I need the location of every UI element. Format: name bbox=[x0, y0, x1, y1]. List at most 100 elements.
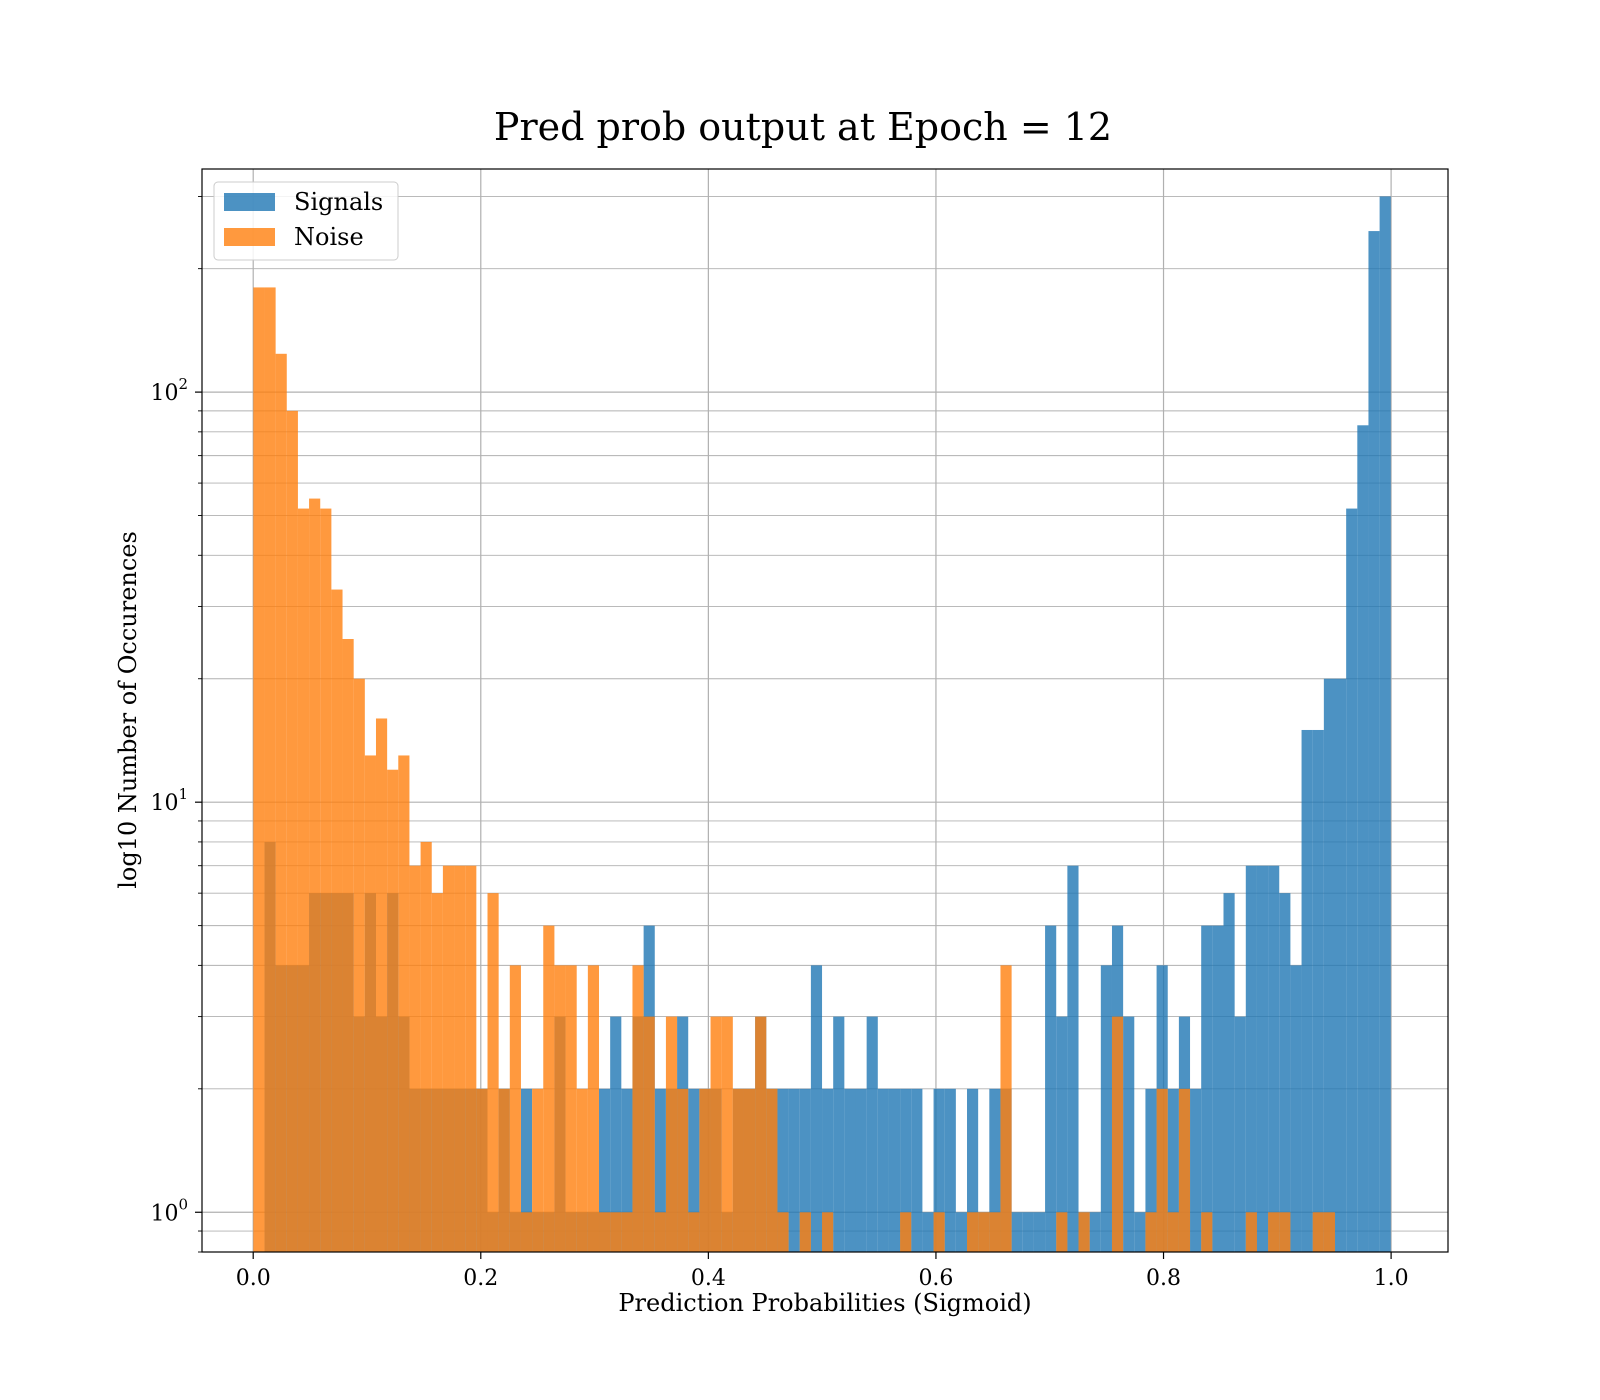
bar-noise bbox=[699, 1088, 711, 1252]
bar-signals bbox=[1212, 925, 1224, 1252]
bar-noise bbox=[476, 1088, 488, 1252]
bar-signals bbox=[888, 1088, 901, 1252]
bar-noise bbox=[1245, 1212, 1257, 1252]
x-axis-label: Prediction Probabilities (Sigmoid) bbox=[618, 1289, 1031, 1317]
bar-signals bbox=[1201, 925, 1213, 1252]
bar-noise bbox=[643, 1016, 655, 1252]
bar-signals bbox=[1123, 1016, 1135, 1252]
bar-signals bbox=[599, 1088, 611, 1252]
bar-signals bbox=[900, 1088, 912, 1252]
bar-noise bbox=[1279, 1212, 1291, 1252]
bar-noise bbox=[978, 1212, 990, 1252]
bar-signals bbox=[844, 1088, 856, 1252]
bar-noise bbox=[732, 1088, 744, 1252]
bar-signals bbox=[621, 1088, 633, 1252]
bar-signals bbox=[654, 1088, 666, 1252]
bar-signals bbox=[1346, 508, 1358, 1252]
bar-signals bbox=[1323, 678, 1336, 1252]
bar-noise bbox=[1078, 1212, 1090, 1252]
bar-noise bbox=[799, 1212, 811, 1252]
bar-noise bbox=[688, 1212, 700, 1252]
bar-noise bbox=[1145, 1212, 1157, 1252]
bar-noise bbox=[632, 965, 644, 1252]
bar-signals bbox=[1335, 678, 1347, 1252]
bar-signals bbox=[777, 1088, 789, 1252]
bar-noise bbox=[331, 589, 343, 1252]
bars bbox=[253, 196, 1391, 1253]
bar-signals bbox=[1089, 1212, 1101, 1252]
bar-noise bbox=[933, 1212, 945, 1252]
bar-signals bbox=[833, 1016, 845, 1252]
bar-signals bbox=[855, 1088, 867, 1252]
legend-label-signals: Signals bbox=[294, 188, 383, 216]
bar-signals bbox=[1100, 965, 1112, 1252]
x-tick-label: 0.8 bbox=[1146, 1266, 1181, 1291]
bar-noise bbox=[442, 865, 455, 1252]
bar-noise bbox=[309, 498, 321, 1253]
bar-signals bbox=[1379, 196, 1391, 1252]
bar-noise bbox=[297, 508, 310, 1252]
bar-noise bbox=[420, 841, 432, 1252]
bar-noise bbox=[587, 965, 600, 1252]
bar-noise bbox=[1111, 1016, 1124, 1252]
bar-noise bbox=[610, 1212, 622, 1252]
bar-signals bbox=[1011, 1212, 1023, 1252]
bar-noise bbox=[777, 1212, 789, 1252]
legend-swatch-signals bbox=[224, 193, 275, 211]
legend-swatch-noise bbox=[224, 228, 275, 246]
bar-signals bbox=[1045, 925, 1057, 1252]
bar-noise bbox=[409, 865, 421, 1252]
bar-noise bbox=[576, 1088, 588, 1252]
bar-signals bbox=[1357, 425, 1369, 1252]
bar-noise bbox=[375, 718, 388, 1252]
bar-noise bbox=[320, 508, 332, 1252]
bar-noise bbox=[1201, 1212, 1213, 1252]
bar-signals bbox=[1245, 865, 1257, 1252]
bar-signals bbox=[1256, 865, 1269, 1252]
bar-signals bbox=[1290, 965, 1302, 1252]
bar-noise bbox=[1178, 1088, 1191, 1252]
bar-noise bbox=[353, 678, 365, 1252]
plot-frame bbox=[201, 168, 1449, 1253]
bar-noise bbox=[532, 1088, 544, 1252]
bar-noise bbox=[1056, 1212, 1068, 1252]
bar-signals bbox=[955, 1212, 968, 1252]
bar-noise bbox=[487, 893, 499, 1252]
y-tick-label: 100 bbox=[150, 1195, 188, 1226]
bar-signals bbox=[933, 1088, 945, 1252]
bar-signals bbox=[1134, 1212, 1146, 1252]
bar-noise bbox=[599, 1212, 611, 1252]
bar-noise bbox=[710, 1016, 722, 1252]
bar-noise bbox=[264, 287, 276, 1252]
chart-title: Pred prob output at Epoch = 12 bbox=[494, 105, 1112, 149]
bar-noise bbox=[621, 1212, 633, 1252]
bar-noise bbox=[900, 1212, 912, 1252]
bar-noise bbox=[554, 965, 566, 1252]
bar-noise bbox=[465, 865, 477, 1252]
bar-noise bbox=[766, 1088, 778, 1252]
bar-signals bbox=[911, 1088, 923, 1252]
bar-signals bbox=[1167, 1088, 1179, 1252]
bar-noise bbox=[755, 1016, 767, 1252]
bar-noise bbox=[565, 965, 577, 1252]
bar-noise bbox=[1268, 1212, 1280, 1252]
bar-signals bbox=[1312, 729, 1324, 1252]
bar-noise bbox=[677, 1088, 689, 1252]
y-tick-label: 101 bbox=[150, 785, 188, 816]
bar-signals bbox=[1033, 1212, 1046, 1252]
bar-noise bbox=[822, 1212, 834, 1252]
x-tick-label: 0.0 bbox=[236, 1266, 271, 1291]
bar-noise bbox=[1000, 965, 1012, 1252]
y-axis-label: log10 Number of Occurences bbox=[114, 531, 142, 889]
bar-signals bbox=[922, 1212, 934, 1252]
bar-noise bbox=[520, 1212, 533, 1252]
bar-noise bbox=[1323, 1212, 1336, 1252]
bar-noise bbox=[743, 1088, 756, 1252]
bar-signals bbox=[1368, 231, 1380, 1252]
bar-signals bbox=[520, 1088, 533, 1252]
bar-noise bbox=[967, 1212, 979, 1252]
bar-noise bbox=[1156, 1088, 1168, 1252]
bar-noise bbox=[253, 287, 265, 1252]
legend-label-noise: Noise bbox=[294, 223, 364, 251]
